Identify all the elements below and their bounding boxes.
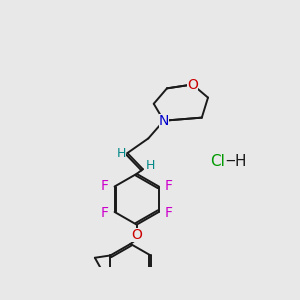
Text: —: — [225,153,240,168]
Text: O: O [131,228,142,242]
Text: O: O [187,77,198,92]
Text: F: F [165,206,173,220]
Text: F: F [100,179,109,193]
Text: N: N [159,114,169,128]
Text: Cl: Cl [210,154,225,169]
Text: H: H [146,159,155,172]
Text: H: H [116,146,126,160]
Text: H: H [235,154,246,169]
Text: F: F [165,179,173,193]
Text: F: F [100,206,109,220]
